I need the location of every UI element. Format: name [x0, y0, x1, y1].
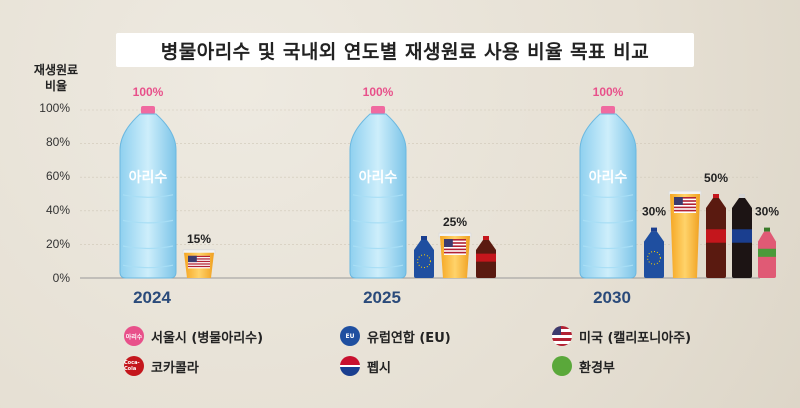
bar-2024-us-flag-stripe-0 — [188, 255, 210, 258]
legend-item-pepsi: 펩시 — [340, 356, 391, 376]
bar-2030-us-flag-stripe-4 — [674, 209, 696, 212]
bar-2030-us-flag-stripe-1 — [674, 200, 696, 202]
us-flag-icon — [552, 326, 572, 346]
bar-2025-seoul-rib-2 — [352, 245, 404, 250]
bar-2030-coca-cap — [713, 194, 719, 198]
bar-2030-seoul-rib-2 — [582, 245, 634, 250]
x-tick-2025: 2025 — [363, 288, 401, 307]
bar-2030-eu-cap — [651, 227, 657, 232]
bar-2030-pepsi-label-band — [732, 229, 752, 243]
data-label-2025-us: 25% — [443, 215, 467, 229]
bar-2030-us-flag-stripe-2 — [674, 203, 696, 205]
bar-2025-seoul — [349, 113, 407, 279]
bar-2024-us-flag-stripe-3 — [188, 263, 210, 265]
bar-2024-us-flag-canton — [188, 255, 197, 263]
bar-2025-seoul-rib-1 — [352, 219, 404, 224]
bar-2025-us-flag-stripe-3 — [444, 248, 466, 251]
y-axis-label-line1: 재생원료 — [33, 63, 79, 77]
bar-2025-seoul-bottle-text: 아리수 — [359, 169, 398, 186]
bar-2024-seoul-cap — [141, 106, 155, 114]
bar-2030-seoul-cap — [601, 106, 615, 114]
data-label-2024-seoul: 100% — [133, 85, 164, 99]
bar-2024-seoul-rib-1 — [122, 219, 174, 224]
legend-label-seoul: 서울시 (병물아리수) — [151, 330, 264, 346]
data-label-2030-seoul: 100% — [593, 85, 624, 99]
legend-item-eu: EU 유럽연합 (EU) — [340, 326, 451, 346]
chart-title: 병물아리수 및 국내외 연도별 재생원료 사용 비율 목표 비교 — [116, 33, 694, 67]
y-axis-label: 재생원료 비율 — [28, 62, 84, 94]
bar-2030-us-flag-stripe-0 — [674, 197, 696, 199]
bar-2030-us — [670, 194, 700, 278]
bar-2030-eu — [644, 231, 664, 278]
bar-2025-us-flag-canton — [444, 239, 453, 247]
bar-2025-us-flag-stripe-1 — [444, 242, 466, 244]
data-label-2030-env: 30% — [755, 205, 779, 219]
bar-2024-us-flag-stripe-4 — [188, 265, 210, 268]
y-tick-0: 0% — [52, 271, 70, 285]
bar-2030-env-cap — [764, 227, 770, 232]
bar-2025-coca-label-band — [476, 253, 496, 262]
bar-2030-seoul-rib-0 — [582, 194, 634, 198]
bar-2024-seoul-bottle-text: 아리수 — [129, 169, 168, 186]
bar-2025-seoul-cap — [371, 106, 385, 114]
y-tick-60: 60% — [45, 169, 70, 183]
bar-2030-pepsi-cap — [739, 194, 745, 198]
bar-2030-seoul-bottle-text: 아리수 — [589, 169, 628, 186]
bar-2025-seoul-rib-0 — [352, 194, 404, 198]
bar-2030-seoul-rib-3 — [582, 264, 634, 269]
legend-label-coca: 코카콜라 — [151, 360, 199, 376]
bar-2024-seoul-rib-3 — [122, 264, 174, 269]
bar-2030-env-label-band — [758, 248, 776, 257]
pepsi-logo-icon — [340, 356, 360, 376]
x-tick-2030: 2030 — [593, 288, 631, 307]
data-label-2030-coca: 50% — [704, 171, 728, 185]
legend-label-env: 환경부 — [579, 360, 615, 376]
bar-2025-us-flag-stripe-2 — [444, 245, 466, 247]
legend-item-us: 미국 (캘리포니아주) — [552, 326, 691, 346]
y-tick-100: 100% — [39, 101, 70, 115]
bar-2025-eu-cap — [421, 236, 427, 240]
arisu-logo-icon: 아리수 — [124, 326, 144, 346]
legend-item-env: 환경부 — [552, 356, 615, 376]
bar-2025-coca-cap — [483, 236, 489, 240]
bar-2030-us-flag-stripe-3 — [674, 206, 696, 209]
bar-2030-coca-label-band — [706, 229, 726, 243]
bar-2025-seoul-rib-3 — [352, 264, 404, 269]
legend-item-seoul: 아리수 서울시 (병물아리수) — [124, 326, 263, 346]
eu-flag-icon: EU — [340, 326, 360, 346]
bar-2025-eu-eu-stars — [417, 254, 431, 269]
bar-2030-seoul — [579, 113, 637, 279]
y-axis-label-line2: 비율 — [44, 79, 68, 93]
legend-label-us: 미국 (캘리포니아주) — [579, 330, 692, 346]
bar-2024-us-flag-stripe-2 — [188, 260, 210, 263]
bar-2030-us-flag-canton — [674, 197, 683, 205]
ministry-environment-logo-icon — [552, 356, 572, 376]
y-tick-40: 40% — [45, 203, 70, 217]
bar-2025-us-flag-stripe-4 — [444, 251, 466, 254]
legend-label-pepsi: 펩시 — [367, 360, 391, 376]
bar-2024-seoul — [119, 113, 177, 279]
data-label-2025-seoul: 100% — [363, 85, 394, 99]
bar-2024-seoul-rib-2 — [122, 245, 174, 250]
bar-2030-eu-eu-stars — [647, 250, 661, 265]
bar-2030-seoul-rib-1 — [582, 219, 634, 224]
legend-item-coca: Coca-Cola 코카콜라 — [124, 356, 199, 376]
data-label-2030-eu: 30% — [642, 205, 666, 219]
bar-2025-us-flag-stripe-0 — [444, 239, 466, 241]
y-tick-20: 20% — [45, 237, 70, 251]
coca-cola-logo-icon: Coca-Cola — [124, 356, 144, 376]
bar-2024-seoul-rib-0 — [122, 194, 174, 198]
x-tick-2024: 2024 — [133, 288, 171, 307]
data-label-2024-us: 15% — [187, 232, 211, 246]
bar-2024-us-flag-stripe-1 — [188, 258, 210, 260]
bar-2025-eu — [414, 240, 434, 278]
y-tick-80: 80% — [45, 135, 70, 149]
legend-label-eu: 유럽연합 (EU) — [367, 330, 451, 346]
